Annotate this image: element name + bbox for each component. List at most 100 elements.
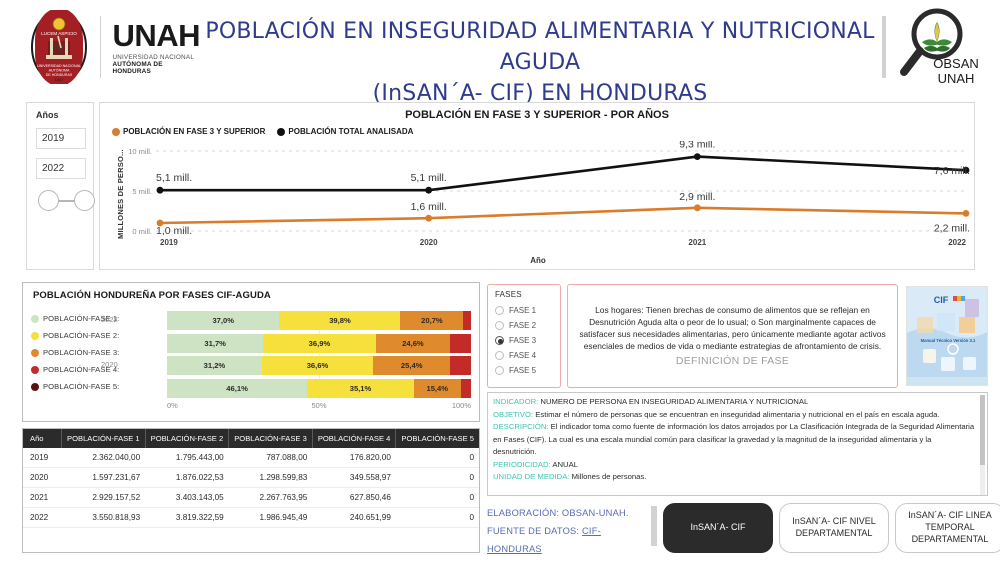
bar-legend-label: POBLACIÓN-FASE 1:: [43, 314, 120, 323]
bar-segment-fase1[interactable]: 31,2%: [167, 356, 262, 376]
line-data-label: 7,6 mill.: [934, 165, 970, 177]
table-cell: 3.403.143,05: [145, 487, 229, 508]
table-cell: 0: [395, 448, 479, 468]
indicator-info-panel: INDICADOR: NUMERO DE PERSONA EN INSEGURI…: [487, 392, 988, 496]
table-row[interactable]: 2020 1.597.231,67 1.876.022,53 1.298.599,83…: [23, 467, 479, 488]
radio-button-icon[interactable]: [495, 306, 504, 315]
table-cell: 1.795.443,00: [145, 448, 229, 468]
bar-segment-fase3[interactable]: 15,4%: [413, 378, 461, 398]
table-column-header-2[interactable]: POBLACIÓN-FASE 2: [145, 429, 230, 448]
indicator-scrollbar-thumb[interactable]: [980, 395, 985, 465]
table-column-header-0[interactable]: Año: [23, 429, 63, 448]
bar-legend-item-3[interactable]: POBLACIÓN-FASE 3:: [31, 344, 149, 361]
radio-button-icon[interactable]: [495, 351, 504, 360]
nav-button-1[interactable]: InSAN´A- CIF: [663, 503, 773, 553]
bar-segment-fase2[interactable]: 36,6%: [261, 356, 374, 376]
table-row[interactable]: 2022 3.550.818,93 3.819.322,59 1.986.945,49…: [23, 507, 479, 528]
bar-legend-item-2[interactable]: POBLACIÓN-FASE 2:: [31, 327, 149, 344]
bar-chart-plot: 2022 37,0% 39,8% 20,7% 31,7% 36,9% 24,6% 2020 31…: [101, 311, 471, 399]
radio-button-icon[interactable]: [495, 321, 504, 330]
nav-button-2[interactable]: InSAN´A- CIF NIVEL DEPARTAMENTAL: [779, 503, 889, 553]
slicer-range-slider[interactable]: [38, 188, 95, 214]
svg-text:CIF: CIF: [934, 295, 949, 305]
years-slicer[interactable]: Años 2019 2022: [26, 102, 95, 270]
line-data-label: 1,0 mill.: [156, 225, 192, 237]
bar-segment-fase1[interactable]: 37,0%: [167, 311, 280, 330]
indicator-value: NUMERO DE PERSONA EN INSEGURIDAD ALIMENT…: [538, 397, 809, 406]
table-column-header-1[interactable]: POBLACIÓN-FASE 1: [61, 429, 146, 448]
fase-radio-option-3[interactable]: FASE 3: [495, 333, 560, 348]
bar-legend-item-1[interactable]: POBLACIÓN-FASE 1:: [31, 310, 149, 327]
indicator-line-3: PERIODICIDAD: ANUAL: [493, 459, 977, 472]
phase-population-table: Año POBLACIÓN-FASE 1 POBLACIÓN-FASE 2 POBLA…: [23, 429, 479, 528]
unah-crest-icon: LUCEM ASPICIO UNIVERSIDAD NACIONAL AUTÓN…: [31, 10, 87, 84]
table-column-header-4[interactable]: POBLACIÓN-FASE 4: [312, 429, 397, 448]
fase-radio-option-1[interactable]: FASE 1: [495, 303, 560, 318]
table-cell: 1.597.231,67: [61, 467, 146, 488]
indicator-value: El indicador toma como fuente de informa…: [493, 422, 975, 457]
table-cell: 2019: [23, 448, 62, 468]
radio-button-icon[interactable]: [495, 336, 504, 345]
line-chart-svg: 0 mill. 5 mill. 10 mill. 2019 2020 2021 2022 1,…: [128, 139, 970, 247]
line-data-point: [425, 214, 433, 222]
fase-radio-option-5[interactable]: FASE 5: [495, 363, 560, 378]
unah-subtitle-1: UNIVERSIDAD NACIONAL: [112, 53, 195, 61]
line-data-point: [693, 204, 701, 212]
slider-handle-right[interactable]: [74, 190, 95, 211]
indicator-line-4: UNIDAD DE MEDIDA: Millones de personas.: [493, 471, 977, 484]
legend-item-fase3[interactable]: POBLACIÓN EN FASE 3 Y SUPERIOR: [112, 127, 265, 136]
legend-dot-icon: [112, 127, 120, 136]
table-column-header-3[interactable]: POBLACIÓN-FASE 3: [228, 429, 313, 448]
bar-segment-fase2[interactable]: 35,1%: [307, 378, 414, 398]
bar-segment-fase4[interactable]: [460, 378, 471, 398]
bar-chart-title: POBLACIÓN HONDUREÑA POR FASES CIF-AGUDA: [33, 290, 271, 301]
fase-radio-option-4[interactable]: FASE 4: [495, 348, 560, 363]
bar-segment-fase1[interactable]: 46,1%: [167, 378, 308, 398]
fases-filter-panel[interactable]: FASES FASE 1 FASE 2 FASE 3 FASE 4 FASE 5: [487, 284, 561, 388]
indicator-line-2: DESCRIPCIÓN: El indicador toma como fuen…: [493, 421, 977, 459]
line-data-point: [156, 186, 164, 194]
bar-segment-fase1[interactable]: 31,7%: [167, 333, 264, 353]
line-chart-title: POBLACIÓN EN FASE 3 Y SUPERIOR - POR AÑO…: [405, 109, 669, 121]
svg-text:1847: 1847: [55, 77, 65, 82]
bar-legend-label: POBLACIÓN-FASE 3:: [43, 348, 120, 357]
page-title-line-1: POBLACIÓN EN INSEGURIDAD ALIMENTARIA Y N…: [205, 19, 875, 76]
slicer-title: Años: [36, 110, 59, 120]
fase-radio-option-2[interactable]: FASE 2: [495, 318, 560, 333]
slicer-from-input[interactable]: 2019: [36, 128, 86, 149]
table-cell: 3.550.818,93: [61, 507, 146, 528]
bar-segment-fase2[interactable]: 36,9%: [263, 333, 376, 353]
line-data-label: 9,3 mill.: [679, 141, 715, 151]
svg-text:UNIVERSIDAD NACIONAL: UNIVERSIDAD NACIONAL: [37, 64, 81, 68]
bar-row-2022[interactable]: 37,0% 39,8% 20,7%: [167, 311, 471, 330]
bar-segment-fase4[interactable]: [463, 311, 471, 330]
bar-legend-label: POBLACIÓN-FASE 5:: [43, 382, 120, 391]
bar-legend-item-5[interactable]: POBLACIÓN-FASE 5:: [31, 378, 149, 395]
nav-button-3[interactable]: InSAN´A- CIF LINEA TEMPORAL DEPARTAMENTA…: [895, 503, 1000, 553]
bar-segment-fase2[interactable]: 39,8%: [279, 311, 401, 330]
table-column-header-5[interactable]: POBLACIÓN-FASE 5: [395, 429, 479, 448]
bar-segment-fase4[interactable]: [450, 333, 471, 353]
slicer-to-input[interactable]: 2022: [36, 158, 86, 179]
bar-segment-fase3[interactable]: 25,4%: [373, 356, 451, 376]
bar-segment-fase4[interactable]: [450, 356, 471, 376]
footer-source-link[interactable]: CIF-HONDURAS: [487, 526, 601, 554]
page-navigation-buttons[interactable]: InSAN´A- CIF InSAN´A- CIF NIVEL DEPARTAME…: [663, 503, 1000, 553]
bar-segment-fase3[interactable]: 20,7%: [400, 311, 464, 330]
table-row[interactable]: 2019 2.362.040,00 1.795.443,00 787.088,00 17…: [23, 448, 479, 468]
line-data-label: 2,2 mill.: [934, 222, 970, 234]
fase-definition-panel: Los hogares: Tienen brechas de consumo d…: [567, 284, 898, 388]
legend-item-total[interactable]: POBLACIÓN TOTAL ANALISADA: [277, 127, 413, 136]
fase-radio-label: FASE 4: [509, 351, 537, 360]
bar-row-2019[interactable]: 46,1% 35,1% 15,4%: [167, 378, 471, 398]
bar-legend-item-4[interactable]: POBLACIÓN-FASE 4:: [31, 361, 149, 378]
line-x-tick: 2021: [688, 238, 706, 247]
bar-row-2020[interactable]: 31,2% 36,6% 25,4%: [167, 356, 471, 376]
radio-button-icon[interactable]: [495, 366, 504, 375]
slider-handle-left[interactable]: [38, 190, 59, 211]
table-row[interactable]: 2021 2.929.157,52 3.403.143,05 2.267.763,95…: [23, 487, 479, 508]
svg-text:AUTÓNOMA: AUTÓNOMA: [49, 68, 70, 73]
bar-segment-fase3[interactable]: 24,6%: [375, 333, 451, 353]
bar-row-2021[interactable]: 31,7% 36,9% 24,6%: [167, 333, 471, 353]
